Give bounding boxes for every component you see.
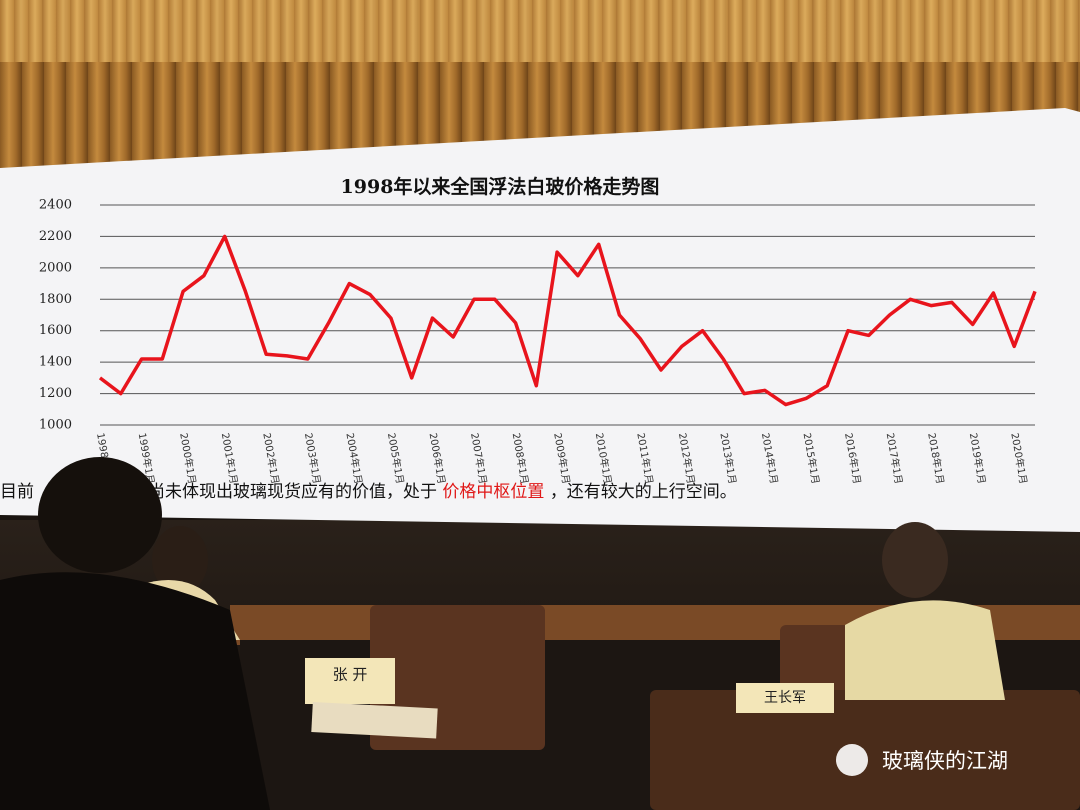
- person: [38, 457, 162, 573]
- chair: [650, 690, 1080, 810]
- papers: [311, 701, 438, 739]
- person: [882, 522, 948, 598]
- price-line: [98, 234, 1037, 407]
- caption-text: 尚未体现出玻璃现货应有的价值，处于: [148, 482, 437, 502]
- watermark-icon: [836, 744, 868, 776]
- caption-highlight: 价格中枢位置: [442, 482, 544, 502]
- curtain-valance: [0, 0, 1080, 62]
- watermark: 玻璃侠的江湖: [882, 749, 1008, 773]
- caption: 目前 尚未体现出玻璃现货应有的价值，处于 价格中枢位置 ，还有较大的上行空间。: [0, 482, 737, 502]
- nameplate: [305, 658, 395, 704]
- y-tick-label: 2400: [39, 198, 72, 213]
- nameplate-text: 张 开: [333, 666, 368, 684]
- y-tick-label: 1200: [39, 386, 72, 401]
- caption-text: ，还有较大的上行空间。: [550, 482, 737, 502]
- nameplate: [736, 683, 834, 713]
- projection-screen: [0, 108, 1080, 532]
- y-tick-label: 1400: [39, 355, 72, 370]
- y-tick-label: 1600: [39, 323, 72, 338]
- y-tick-label: 2200: [39, 229, 72, 244]
- person: [152, 526, 208, 594]
- y-tick-label: 1000: [39, 418, 72, 433]
- caption-lead: 目前: [0, 482, 34, 502]
- chart-title: 1998年以来全国浮法白玻价格走势图: [341, 175, 660, 198]
- nameplate-text: 王长军: [764, 690, 806, 706]
- y-tick-label: 2000: [39, 260, 72, 275]
- person: [845, 600, 1005, 700]
- person: [0, 572, 270, 810]
- y-tick-label: 1800: [39, 292, 72, 307]
